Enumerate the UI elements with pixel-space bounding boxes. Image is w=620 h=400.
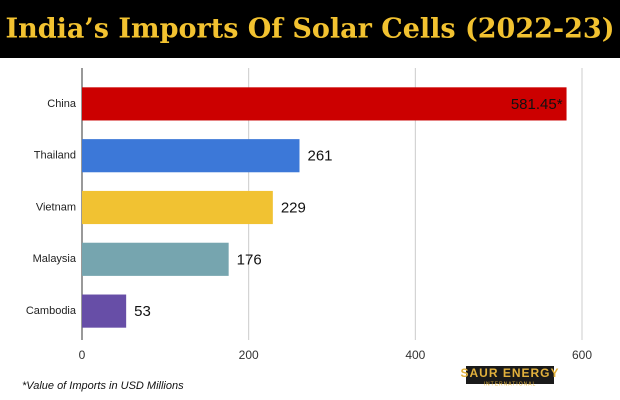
y-tick-label: Malaysia bbox=[33, 253, 77, 265]
value-label: 261 bbox=[308, 148, 333, 165]
x-tick-label: 600 bbox=[572, 348, 592, 362]
logo: SAUR ENERGY INTERNATIONAL bbox=[460, 366, 559, 387]
logo-name: SAUR ENERGY bbox=[460, 366, 559, 380]
bar bbox=[82, 294, 127, 328]
y-tick-label: Cambodia bbox=[26, 305, 77, 317]
bar bbox=[82, 190, 273, 225]
value-label: 581.45* bbox=[511, 96, 563, 113]
value-label: 229 bbox=[281, 199, 306, 216]
title-banner bbox=[0, 0, 620, 58]
x-tick-label: 0 bbox=[79, 348, 86, 362]
y-tick-label: Vietnam bbox=[36, 201, 76, 213]
bar bbox=[82, 139, 300, 173]
bar bbox=[82, 242, 229, 276]
chart-title: India’s Imports Of Solar Cells (2022-23) bbox=[6, 14, 615, 45]
logo-bg bbox=[466, 366, 554, 384]
value-label: 53 bbox=[134, 303, 151, 320]
value-label: 176 bbox=[237, 251, 262, 268]
x-tick-label: 200 bbox=[239, 348, 259, 362]
y-tick-label: China bbox=[47, 98, 77, 110]
y-tick-label: Thailand bbox=[34, 150, 76, 162]
x-tick-label: 400 bbox=[405, 348, 425, 362]
logo-tagline: INTERNATIONAL bbox=[484, 381, 537, 387]
footnote: *Value of Imports in USD Millions bbox=[22, 380, 184, 392]
bar bbox=[82, 87, 567, 121]
